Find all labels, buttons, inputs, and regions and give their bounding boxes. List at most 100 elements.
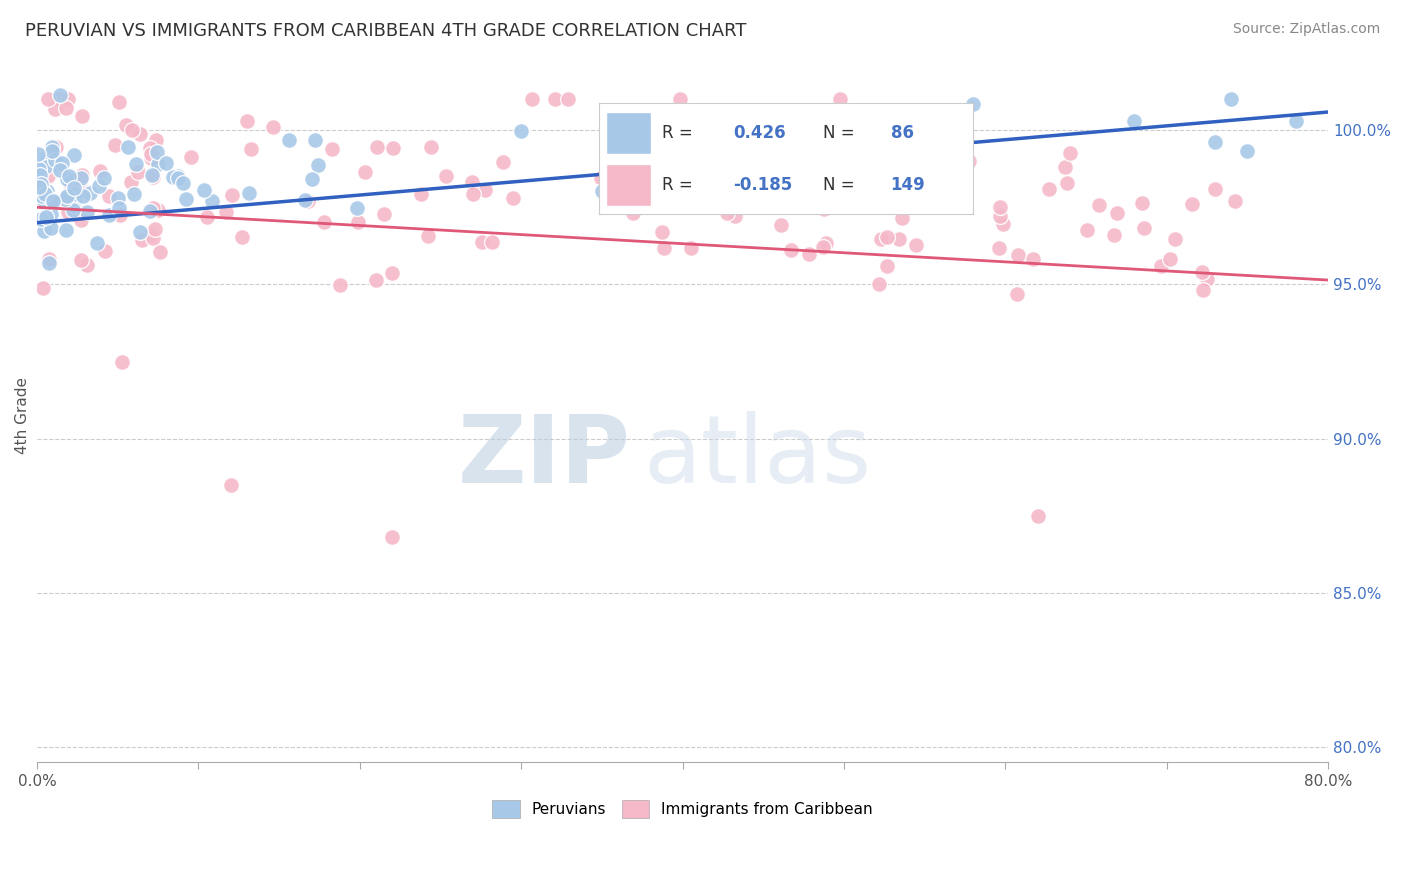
Point: [27, 147, 49, 161]
Point: [34, 160, 56, 174]
Point: [49, 87, 72, 102]
Point: [38, 255, 60, 269]
Point: [832, 163, 855, 178]
Point: [382, 141, 405, 155]
Point: [48, 92, 70, 106]
Point: [988, 209, 1011, 223]
Point: [353, 165, 375, 179]
Point: [55, 189, 77, 203]
Point: [69, 171, 91, 186]
Point: [167, 169, 190, 183]
Point: [658, 115, 681, 129]
Point: [1236, 144, 1258, 158]
Point: [55, 223, 77, 237]
Point: [128, 225, 150, 239]
Point: [87, 179, 110, 194]
Point: [122, 186, 145, 201]
Point: [510, 124, 533, 138]
Point: [876, 260, 898, 274]
Point: [700, 193, 723, 207]
Point: [307, 158, 329, 172]
Point: [44, 153, 66, 167]
Point: [55, 101, 77, 115]
Point: [180, 150, 202, 164]
Point: [813, 202, 835, 217]
Point: [1150, 260, 1173, 274]
Point: [346, 202, 368, 216]
Point: [97, 188, 120, 202]
Point: [146, 203, 169, 218]
Point: [929, 186, 952, 200]
Point: [825, 133, 848, 147]
Point: [98, 208, 121, 222]
Legend: Peruvians, Immigrants from Caribbean: Peruvians, Immigrants from Caribbean: [486, 794, 879, 824]
Point: [63, 186, 86, 201]
Point: [32, 280, 55, 294]
Point: [32, 224, 55, 238]
Point: [321, 142, 343, 156]
Point: [277, 133, 299, 147]
Point: [1192, 283, 1215, 297]
Point: [115, 118, 138, 132]
Point: [1056, 176, 1078, 190]
Point: [797, 247, 820, 261]
Point: [922, 192, 945, 206]
Point: [70, 213, 93, 227]
Point: [434, 169, 457, 184]
Point: [41, 193, 63, 207]
Point: [56, 171, 79, 186]
Point: [141, 169, 163, 183]
Point: [891, 211, 914, 225]
Point: [121, 123, 143, 137]
Point: [149, 245, 172, 260]
Point: [1021, 252, 1043, 266]
Point: [1007, 248, 1029, 262]
Point: [79, 186, 101, 200]
Point: [481, 235, 503, 249]
Point: [461, 186, 484, 201]
Point: [146, 145, 169, 160]
Point: [201, 194, 224, 208]
Point: [37, 92, 59, 106]
Point: [37, 169, 59, 183]
Point: [416, 228, 439, 243]
Point: [104, 138, 127, 153]
Point: [148, 156, 170, 170]
Point: [381, 530, 404, 544]
Point: [145, 134, 167, 148]
Point: [34, 186, 56, 201]
Point: [38, 252, 60, 266]
Point: [703, 153, 725, 167]
Point: [1059, 146, 1081, 161]
Point: [1159, 252, 1181, 266]
Point: [520, 92, 543, 106]
Point: [904, 238, 927, 252]
Point: [34, 194, 56, 208]
Point: [172, 177, 194, 191]
Point: [142, 170, 165, 185]
Point: [869, 149, 891, 163]
Point: [107, 190, 129, 204]
Point: [1088, 198, 1111, 212]
Point: [474, 183, 496, 197]
Text: atlas: atlas: [644, 411, 872, 503]
Point: [914, 121, 936, 136]
Point: [58, 169, 80, 183]
Point: [89, 164, 111, 178]
Point: [51, 156, 73, 170]
Point: [1123, 114, 1146, 128]
Point: [32, 152, 55, 166]
Point: [127, 165, 149, 179]
Point: [301, 171, 323, 186]
Point: [70, 109, 93, 123]
Point: [492, 154, 515, 169]
Point: [557, 92, 579, 106]
Point: [53, 192, 76, 206]
Point: [131, 233, 153, 247]
Point: [654, 241, 676, 255]
Point: [373, 207, 395, 221]
Point: [120, 175, 142, 189]
Point: [1285, 113, 1308, 128]
Point: [621, 206, 644, 220]
Text: ZIP: ZIP: [458, 411, 631, 503]
